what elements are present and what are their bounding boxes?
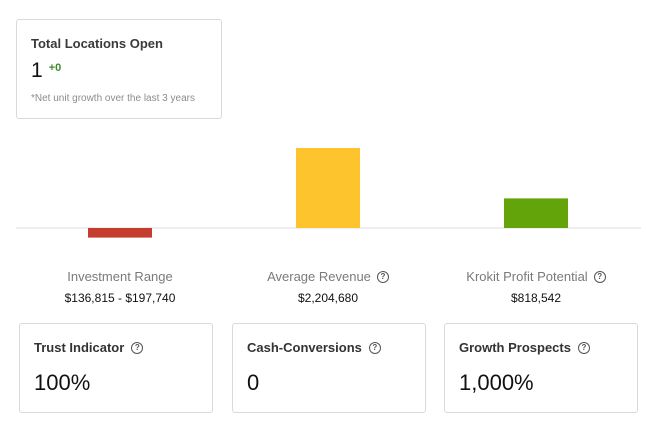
trust-indicator-card: Trust Indicator ? 100% bbox=[19, 323, 213, 413]
total-locations-delta: +0 bbox=[48, 62, 62, 74]
bar-average-revenue bbox=[296, 148, 360, 228]
growth-prospects-value: 1,000% bbox=[459, 370, 534, 395]
metric-average-revenue-label-text: Average Revenue bbox=[267, 269, 371, 284]
metric-investment-range-label-text: Investment Range bbox=[67, 269, 173, 284]
cash-conversions-title-text: Cash-Conversions bbox=[247, 340, 362, 355]
chart-svg bbox=[16, 148, 641, 238]
question-circle-icon[interactable]: ? bbox=[368, 341, 381, 354]
trust-indicator-title: Trust Indicator ? bbox=[34, 340, 198, 355]
comparison-bar-chart bbox=[16, 140, 641, 240]
metric-profit-potential-value: $818,542 bbox=[510, 291, 562, 305]
question-circle-icon[interactable]: ? bbox=[577, 341, 590, 354]
growth-prospects-title: Growth Prospects ? bbox=[459, 340, 623, 355]
net-unit-growth-note: *Net unit growth over the last 3 years bbox=[31, 93, 195, 104]
trust-indicator-value: 100% bbox=[34, 370, 91, 395]
metric-profit-potential-label-text: Krokit Profit Potential bbox=[466, 269, 588, 284]
trust-indicator-title-text: Trust Indicator bbox=[34, 340, 125, 355]
cash-conversions-card: Cash-Conversions ? 0 bbox=[232, 323, 426, 413]
metric-average-revenue-value: $2,204,680 bbox=[297, 291, 359, 305]
metric-investment-range-label: Investment Range bbox=[67, 269, 173, 284]
metric-investment-range-value: $136,815 - $197,740 bbox=[64, 291, 176, 305]
metric-average-revenue-label: Average Revenue ? bbox=[267, 269, 389, 284]
cash-conversions-title: Cash-Conversions ? bbox=[247, 340, 411, 355]
metric-investment-range: Investment Range $136,815 - $197,740 bbox=[20, 268, 220, 305]
bar-investment-range bbox=[88, 228, 152, 238]
total-locations-count-row: 1 +0 bbox=[31, 59, 207, 83]
total-locations-count: 1 bbox=[31, 59, 43, 82]
bar-krokit-profit-potential bbox=[504, 198, 568, 228]
growth-prospects-card: Growth Prospects ? 1,000% bbox=[444, 323, 638, 413]
total-locations-card: Total Locations Open 1 +0 *Net unit grow… bbox=[16, 19, 222, 119]
growth-prospects-title-text: Growth Prospects bbox=[459, 340, 571, 355]
question-circle-icon[interactable]: ? bbox=[376, 270, 389, 283]
question-circle-icon[interactable]: ? bbox=[593, 270, 606, 283]
metric-profit-potential-label: Krokit Profit Potential ? bbox=[466, 269, 606, 284]
metric-profit-potential: Krokit Profit Potential ? $818,542 bbox=[436, 268, 636, 305]
metric-average-revenue: Average Revenue ? $2,204,680 bbox=[228, 268, 428, 305]
cash-conversions-value: 0 bbox=[247, 370, 260, 395]
question-circle-icon[interactable]: ? bbox=[131, 341, 144, 354]
total-locations-title: Total Locations Open bbox=[31, 36, 163, 51]
